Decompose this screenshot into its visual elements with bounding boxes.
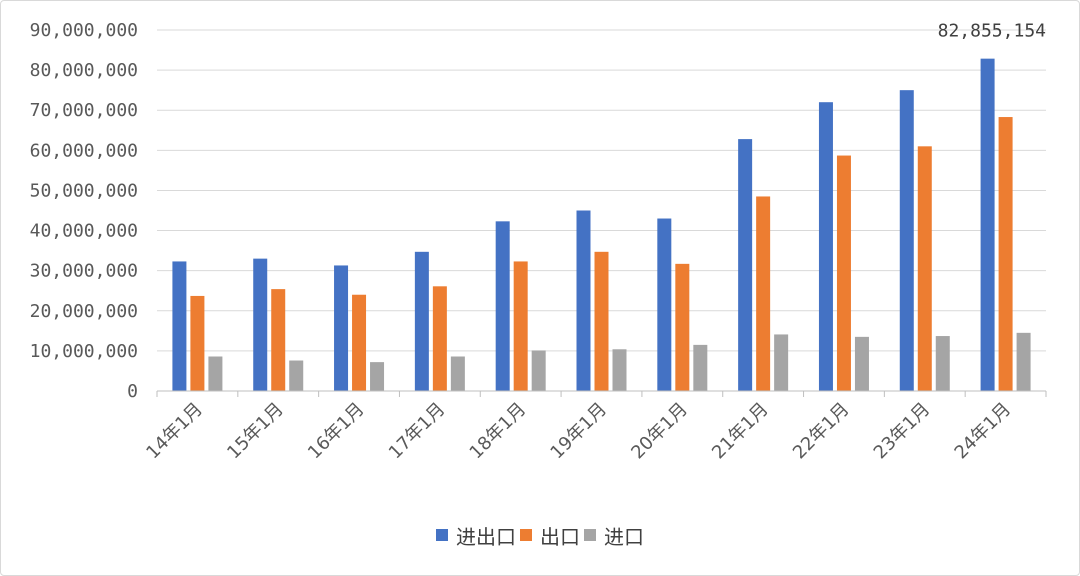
x-tick-label: 23年1月: [870, 399, 935, 464]
data-label: 82,855,154: [938, 21, 1046, 42]
legend-swatch: [584, 529, 596, 541]
y-tick-label: 50,000,000: [30, 180, 138, 201]
y-tick-label: 40,000,000: [30, 221, 138, 242]
bar: [334, 265, 349, 391]
bar: [172, 261, 187, 391]
y-tick-label: 80,000,000: [30, 60, 138, 81]
bar: [370, 362, 385, 391]
y-tick-label: 60,000,000: [30, 140, 138, 161]
bar: [738, 139, 753, 391]
bar: [774, 334, 789, 391]
legend-swatch: [520, 529, 532, 541]
x-tick-label: 15年1月: [223, 399, 288, 464]
bar: [208, 356, 223, 391]
bar: [693, 344, 708, 391]
y-axis-ticks: 0 10,000,000 20,000,000 30,000,000 40,000,00…: [30, 20, 138, 402]
y-tick-label: 10,000,000: [30, 341, 138, 362]
bar: [594, 251, 609, 391]
x-tick-label: 21年1月: [708, 399, 773, 464]
bar: [935, 336, 950, 391]
bar: [352, 294, 367, 391]
bar: [289, 360, 304, 391]
bar: [756, 196, 771, 391]
bar: [495, 221, 510, 391]
bar: [190, 295, 205, 391]
bar: [818, 102, 833, 391]
bar: [513, 261, 528, 391]
x-tick-label: 19年1月: [546, 399, 611, 464]
bar: [1016, 332, 1031, 391]
bars: [172, 58, 1031, 392]
bar: [612, 349, 627, 391]
x-axis-ticks: 14年1月 15年1月 16年1月 17年1月 18年1月 19年1月 20年1月 21年1月…: [142, 399, 1015, 464]
bar: [576, 210, 591, 391]
legend: 进出口 出口 进口: [0, 520, 1080, 550]
y-tick-label: 0: [127, 381, 138, 402]
x-tick-label: 24年1月: [951, 399, 1016, 464]
bar: [657, 218, 672, 391]
bar: [675, 263, 690, 391]
bar: [450, 356, 465, 391]
x-tick-label: 22年1月: [789, 399, 854, 464]
x-tick-label: 17年1月: [385, 399, 450, 464]
y-tick-label: 20,000,000: [30, 301, 138, 322]
x-axis: [156, 390, 1047, 397]
x-tick-label: 16年1月: [304, 399, 369, 464]
bar: [271, 289, 286, 391]
bar: [253, 258, 268, 391]
bar: [980, 58, 995, 391]
legend-item: 出口: [520, 521, 580, 550]
legend-swatch: [436, 529, 448, 541]
bar: [432, 286, 447, 391]
x-tick-label: 14年1月: [142, 399, 207, 464]
y-tick-label: 90,000,000: [30, 20, 138, 41]
legend-item: 进口: [584, 521, 644, 550]
legend-label: 出口: [540, 524, 580, 549]
y-tick-label: 30,000,000: [30, 261, 138, 282]
legend-label: 进出口: [456, 524, 516, 549]
bar: [531, 350, 546, 391]
bar: [998, 117, 1013, 392]
legend-label: 进口: [604, 524, 644, 549]
y-tick-label: 70,000,000: [30, 100, 138, 121]
bar: [854, 336, 869, 391]
legend-item: 进出口: [436, 521, 516, 550]
x-tick-label: 18年1月: [466, 399, 531, 464]
x-tick-label: 20年1月: [627, 399, 692, 464]
bar: [414, 251, 429, 391]
data-labels: 82,855,154: [938, 21, 1046, 42]
gridlines: [157, 29, 1046, 352]
bar: [917, 146, 932, 391]
bar: [899, 90, 914, 392]
bar: [836, 155, 851, 391]
